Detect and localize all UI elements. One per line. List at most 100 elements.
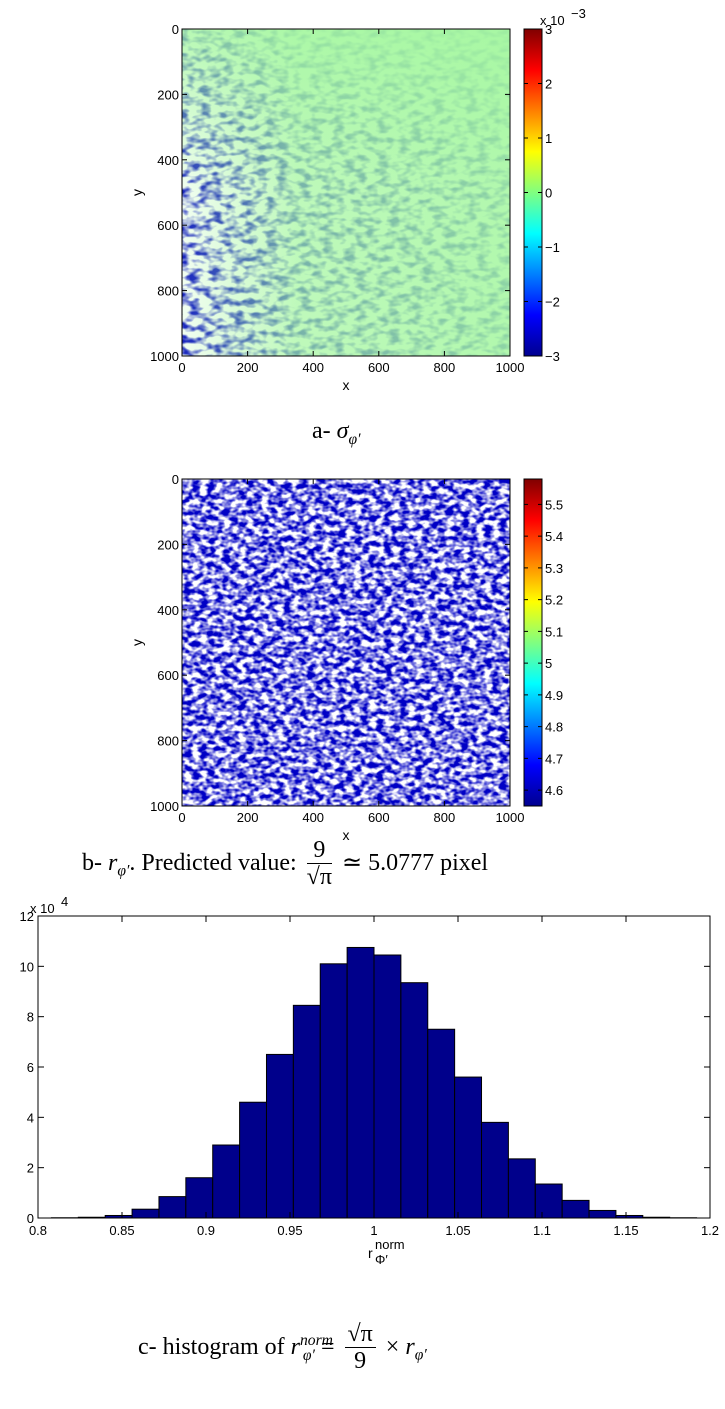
colorbar-tick-label: 5.3	[545, 561, 563, 576]
x-tick-label: 800	[434, 360, 456, 375]
y-tick-label: 800	[157, 734, 179, 749]
y-tick-label: 200	[157, 87, 179, 102]
caption-c: c- histogram of rnormφ′ = √π 9 × rφ′	[138, 1321, 427, 1375]
caption-b: b- rφ′. Predicted value: 9 √π ≃ 5.0777 pi…	[82, 837, 489, 891]
y-axis-label: y	[129, 639, 145, 646]
y-tick-label: 0	[27, 1211, 34, 1226]
x-tick-label: 200	[237, 810, 259, 825]
histogram-bar	[427, 1028, 456, 1219]
x-tick-label: 0.8	[29, 1223, 47, 1238]
x-axis-label-sup: norm	[375, 1237, 405, 1252]
y-tick-label: 200	[157, 537, 179, 552]
histogram-bar	[373, 954, 402, 1219]
histogram-bar	[507, 1158, 536, 1219]
x-tick-label: 600	[368, 360, 390, 375]
histogram-bar	[454, 1076, 483, 1219]
colorbar-tick-label: 1	[545, 131, 552, 146]
y-tick-label: 2	[27, 1161, 34, 1176]
y-tick-label: 4	[27, 1110, 34, 1125]
histogram-bar	[265, 1053, 294, 1219]
x-tick-label: 0.9	[197, 1223, 215, 1238]
histogram-bar	[534, 1183, 563, 1219]
colorbar-tick-label: 5.4	[545, 529, 563, 544]
x-axis-label: r	[368, 1245, 373, 1261]
y-tick-label: 800	[157, 284, 179, 299]
histogram-bar	[642, 1216, 671, 1219]
y-tick-label: 1000	[150, 349, 179, 364]
x-axis-label: x	[343, 827, 350, 843]
y-multiplier: x 10	[30, 901, 55, 916]
histogram-bar	[400, 982, 429, 1219]
histogram-bar	[346, 946, 375, 1219]
y-tick-label: 400	[157, 153, 179, 168]
colorbar-exponent: −3	[571, 6, 586, 21]
histogram-bar	[561, 1199, 590, 1219]
colorbar-tick-label: −3	[545, 349, 560, 364]
heatmap-top-overlay	[182, 29, 510, 193]
colorbar-1	[523, 478, 543, 807]
x-tick-label: 1.05	[445, 1223, 470, 1238]
x-tick-label: 1000	[496, 810, 525, 825]
histogram-bar	[588, 1209, 617, 1219]
heatmap-frame-1	[181, 478, 511, 807]
heatmap-panel-0: 0 200 400 600 800 100002004006008001000xy3210…	[129, 6, 586, 393]
histogram-panel: 0.8 0.85 0.9 0.95 1 1.05 1.1 1.15 1.2 0 2 4 6 8 10 12x …	[20, 894, 720, 1267]
heatmap-panel-1: 0 200 400 600 800 100002004006008001000xy5.55…	[129, 472, 563, 843]
y-tick-label: 0	[172, 472, 179, 487]
y-tick-label: 6	[27, 1060, 34, 1075]
histogram-bar	[185, 1177, 214, 1219]
colorbar-tick-label: 4.8	[545, 720, 563, 735]
colorbar-tick-label: 4.6	[545, 783, 563, 798]
histogram-bar	[239, 1101, 267, 1219]
colorbar-multiplier: x 10	[540, 13, 565, 28]
x-tick-label: 1000	[496, 360, 525, 375]
histogram-bar	[481, 1121, 509, 1219]
norm-fraction: √π 9	[344, 1321, 376, 1375]
y-tick-label: 0	[172, 22, 179, 37]
x-axis-label-sub: Φ′	[375, 1252, 388, 1267]
x-tick-label: 0.95	[277, 1223, 302, 1238]
y-tick-label: 600	[157, 668, 179, 683]
colorbar-tick-label: 5.1	[545, 624, 563, 639]
y-tick-label: 8	[27, 1010, 34, 1025]
x-tick-label: 400	[302, 360, 324, 375]
colorbar-tick-label: 5.2	[545, 593, 563, 608]
histogram-bar	[292, 1004, 321, 1219]
predicted-fraction: 9 √π	[306, 837, 332, 891]
x-tick-label: 1	[370, 1223, 377, 1238]
histogram-bar	[212, 1144, 241, 1219]
colorbar-tick-label: 5.5	[545, 497, 563, 512]
colorbar-tick-label: 4.7	[545, 751, 563, 766]
y-tick-label: 1000	[150, 799, 179, 814]
colorbar-tick-label: 0	[545, 186, 552, 201]
heatmap-frame-0	[181, 28, 511, 357]
x-tick-label: 0.85	[109, 1223, 134, 1238]
x-tick-label: 400	[302, 810, 324, 825]
histogram-bar	[319, 963, 348, 1219]
x-tick-label: 200	[237, 360, 259, 375]
y-tick-label: 12	[20, 909, 34, 924]
y-exponent: 4	[61, 894, 68, 909]
histogram-bar	[615, 1214, 644, 1219]
x-tick-label: 1.15	[613, 1223, 638, 1238]
histogram-bar	[104, 1214, 133, 1219]
histogram-bar	[77, 1216, 106, 1219]
x-tick-label: 0	[178, 360, 185, 375]
caption-a: a- σφ′	[312, 418, 361, 448]
y-tick-label: 600	[157, 218, 179, 233]
x-tick-label: 1.2	[701, 1223, 719, 1238]
colorbar-tick-label: −2	[545, 295, 560, 310]
histogram-bar	[131, 1208, 160, 1219]
y-tick-label: 400	[157, 603, 179, 618]
heatmap-field-1	[182, 479, 510, 806]
y-axis-label: y	[129, 189, 145, 196]
x-tick-label: 800	[434, 810, 456, 825]
y-tick-label: 10	[20, 959, 34, 974]
colorbar-tick-label: 3	[545, 22, 552, 37]
x-tick-label: 1.1	[533, 1223, 551, 1238]
colorbar-tick-label: 5	[545, 656, 552, 671]
x-tick-label: 0	[178, 810, 185, 825]
x-tick-label: 600	[368, 810, 390, 825]
colorbar-tick-label: −1	[545, 240, 560, 255]
